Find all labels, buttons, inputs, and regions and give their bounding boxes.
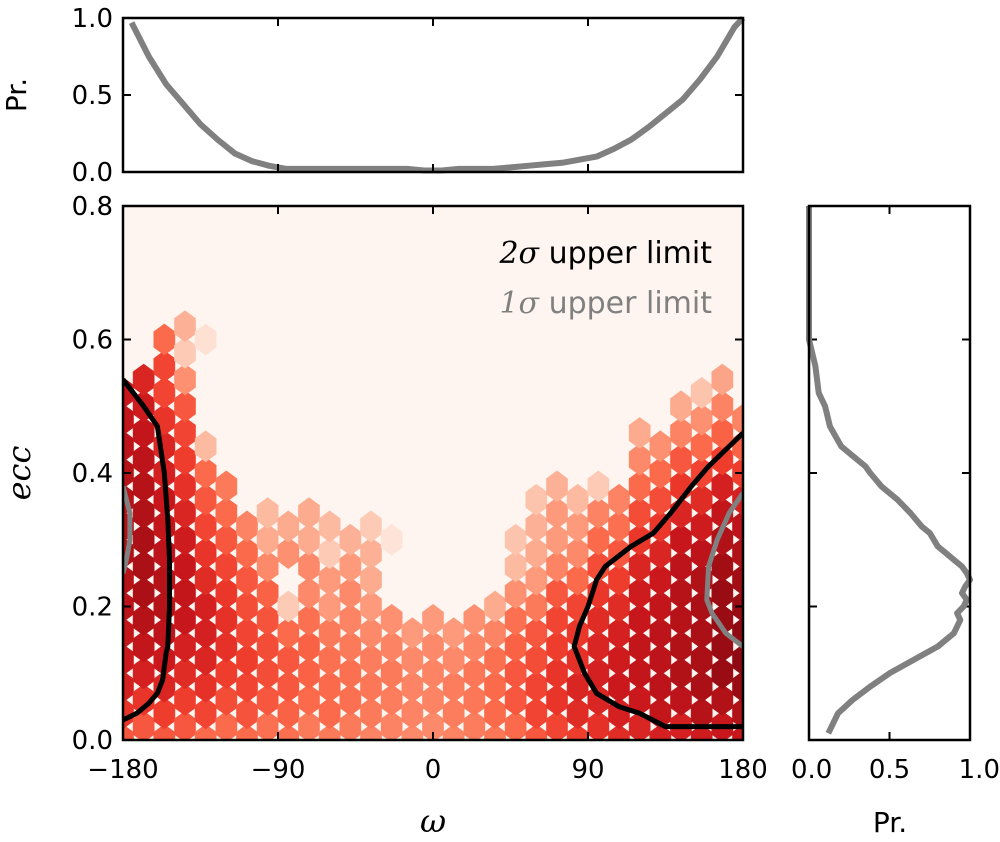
hex-cell	[380, 523, 403, 556]
legend-1sigma: 1σ upper limit	[499, 286, 712, 321]
legend-2sigma-math: 2σ	[498, 236, 540, 271]
top-marginal-yticks: 0.0 0.5 1.0	[72, 4, 743, 188]
hex-cell	[546, 470, 568, 503]
hex-cell	[215, 497, 238, 529]
legend-1sigma-text: upper limit	[539, 286, 712, 321]
main-ytick-label: 0.0	[72, 726, 113, 756]
main-ytick-label: 0.4	[72, 459, 113, 489]
legend-1sigma-math: 1σ	[499, 286, 540, 321]
contour-line	[571, 431, 743, 730]
hex-cell	[711, 390, 734, 423]
hex-cell	[711, 363, 734, 396]
hex-cell	[174, 363, 196, 396]
hex-cell	[256, 577, 279, 609]
hex-cell	[732, 563, 743, 596]
legend-2sigma: 2σ upper limit	[498, 236, 712, 271]
right-marginal-panel: 0.0 0.5 1.0 Pr.	[791, 204, 1000, 839]
main-xticks: −180 −90 0 90 180	[87, 18, 768, 785]
hex-cell	[298, 497, 320, 529]
main-ylabel: ecc	[0, 446, 38, 501]
hex-cell	[194, 430, 217, 463]
main-xtick-label: 90	[571, 755, 604, 785]
contour-line	[123, 485, 133, 574]
top-ytick-label: 1.0	[72, 4, 113, 34]
hex-cell	[174, 417, 196, 449]
main-xtick-label: −180	[87, 755, 158, 785]
right-marginal-xlabel: Pr.	[873, 806, 907, 839]
hex-cell	[256, 497, 279, 529]
main-ytick-label: 0.6	[72, 326, 113, 356]
hex-cell	[360, 590, 382, 623]
main-xtick-label: 0	[425, 755, 442, 785]
hex-cell	[587, 470, 610, 503]
right-xtick-label: 0.0	[791, 755, 832, 785]
hex-cell	[732, 537, 743, 569]
hex-cell	[194, 457, 217, 489]
hex-cell	[628, 417, 651, 449]
hex-cell	[380, 604, 403, 636]
main-xtick-label: −90	[251, 755, 306, 785]
hex-cell	[360, 510, 382, 543]
hex-cell	[194, 323, 217, 356]
hex-cell	[732, 510, 743, 543]
right-xtick-label: 1.0	[959, 755, 1000, 785]
hex-cell	[732, 403, 743, 436]
hex-cell	[215, 470, 238, 503]
legend: 2σ upper limit 1σ upper limit	[498, 236, 712, 321]
top-ytick-label: 0.5	[72, 81, 113, 111]
right-marginal-frame	[807, 204, 972, 742]
main-ytick-label: 0.8	[72, 192, 113, 222]
contour-lines	[123, 377, 743, 730]
hex-cell	[174, 310, 196, 342]
legend-2sigma-text: upper limit	[539, 236, 712, 271]
main-yticks: 0.0 0.2 0.4 0.6 0.8	[72, 192, 970, 756]
right-xtick-label: 0.5	[869, 755, 910, 785]
main-hexbin-panel: −180 −90 0 90 180 0.0 0.2 0.4 0.6 0.8 ω ecc 2σ u…	[0, 18, 970, 840]
top-marginal-frame	[121, 16, 745, 174]
hex-cell	[732, 697, 743, 730]
main-xlabel: ω	[420, 802, 446, 840]
hex-cell	[360, 563, 382, 596]
contour-line	[123, 377, 172, 723]
right-marginal-line	[806, 206, 973, 735]
main-ytick-label: 0.2	[72, 593, 113, 623]
hexbin-cells	[123, 310, 743, 740]
main-xtick-label: 180	[718, 755, 768, 785]
hex-cell	[318, 510, 341, 543]
top-marginal-ylabel: Pr.	[0, 78, 33, 112]
contour-line	[704, 491, 743, 649]
top-ytick-label: 0.0	[72, 158, 113, 188]
top-marginal-panel: 0.0 0.5 1.0 Pr.	[0, 4, 746, 188]
hex-cell	[732, 670, 743, 703]
hex-cell	[174, 390, 196, 423]
hex-cell	[732, 644, 743, 676]
right-marginal-xticks: 0.0 0.5 1.0	[791, 206, 1000, 785]
top-marginal-line	[128, 15, 746, 174]
hex-cell	[422, 604, 444, 636]
